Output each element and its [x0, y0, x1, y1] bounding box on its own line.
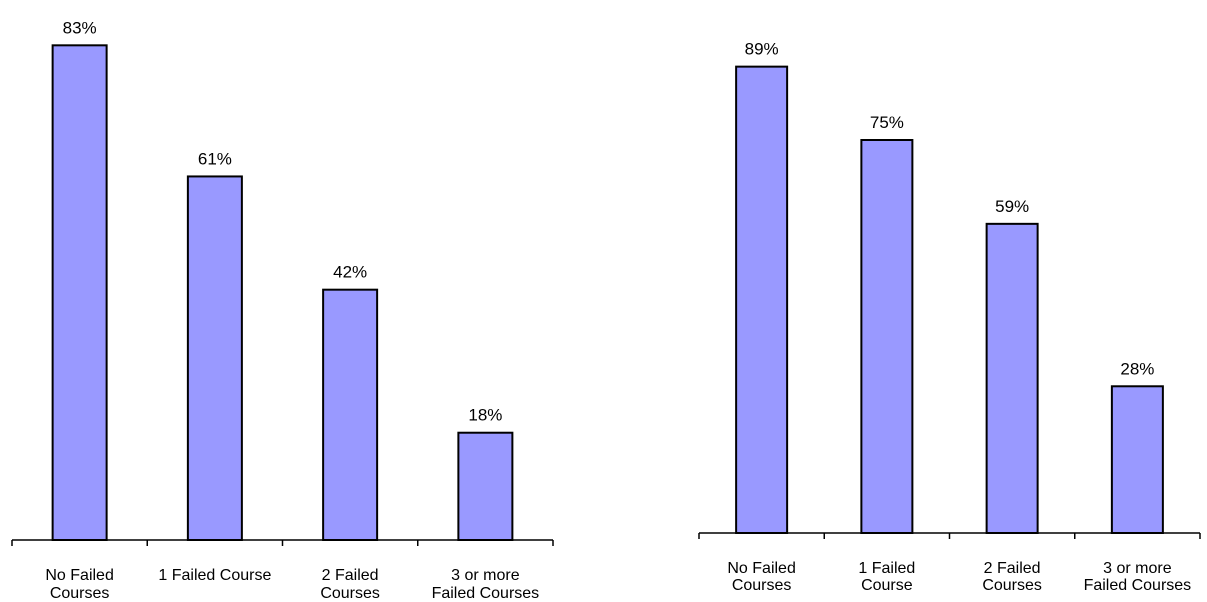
category-label-line: No Failed: [727, 560, 795, 577]
data-label-3: 42%: [333, 263, 367, 282]
data-label-1: 83%: [63, 18, 97, 37]
category-label-line: 1 Failed Course: [158, 567, 271, 584]
category-label-line: Courses: [982, 577, 1042, 594]
category-label-line: Courses: [732, 577, 792, 594]
category-label-4: 3 or more Failed Courses: [1084, 560, 1192, 594]
category-label-line: 3 or more: [1103, 560, 1172, 577]
bar-1: [51, 44, 108, 541]
category-label-1: No Failed Courses: [727, 560, 795, 594]
data-label-1: 89%: [745, 40, 779, 59]
category-label-line: 1 Failed: [858, 560, 915, 577]
category-label-line: 2 Failed: [984, 560, 1041, 577]
data-label-4: 18%: [468, 406, 502, 425]
category-label-line: 3 or more: [451, 567, 520, 584]
category-label-line: 2 Failed: [322, 567, 379, 584]
data-label-4: 28%: [1120, 359, 1154, 378]
category-label-3: 2 Failed Courses: [320, 567, 380, 602]
bar-1: [735, 65, 789, 534]
data-label-2: 75%: [870, 113, 904, 132]
bar-4: [457, 431, 514, 541]
category-label-line: No Failed: [45, 567, 113, 584]
category-label-2: 1 Failed Course: [858, 560, 915, 594]
data-label-3: 59%: [995, 197, 1029, 216]
category-label-2: 1 Failed Course: [158, 567, 271, 584]
category-label-line: Failed Courses: [1084, 577, 1192, 594]
bar-2: [860, 139, 914, 534]
category-label-line: Courses: [320, 585, 380, 602]
data-label-2: 61%: [198, 149, 232, 168]
category-label-1: No Failed Courses: [45, 567, 113, 602]
category-label-line: Courses: [50, 585, 110, 602]
bar-3: [985, 222, 1039, 534]
bar-4: [1110, 385, 1164, 534]
category-label-4: 3 or more Failed Courses: [432, 567, 540, 602]
category-label-line: Failed Courses: [432, 585, 540, 602]
bar-2: [186, 175, 243, 541]
bar-3: [322, 288, 379, 541]
category-label-3: 2 Failed Courses: [982, 560, 1042, 594]
category-label-line: Course: [861, 577, 913, 594]
